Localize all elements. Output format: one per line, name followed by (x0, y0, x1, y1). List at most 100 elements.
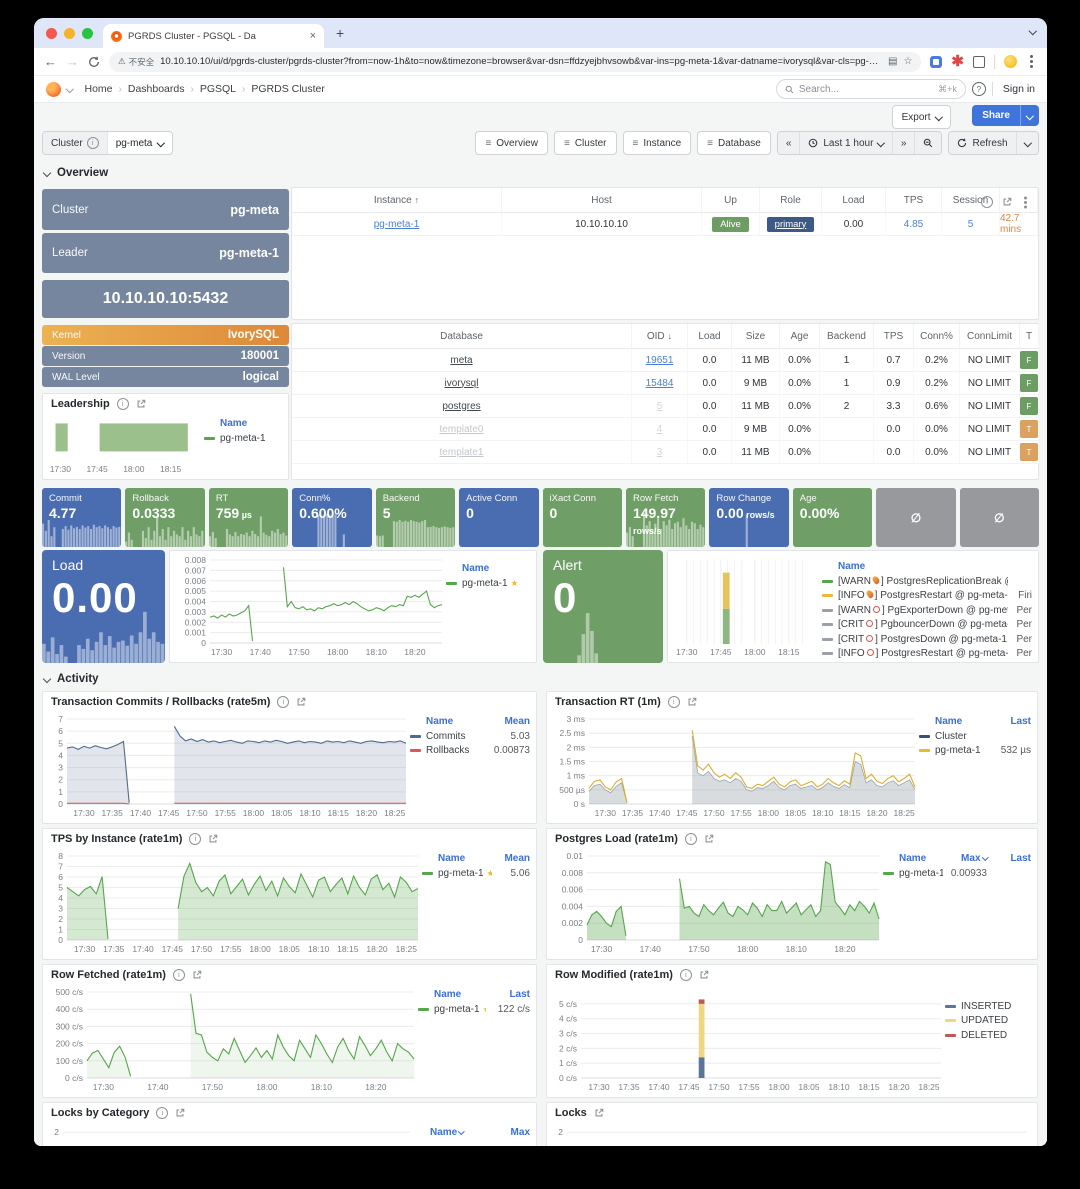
translate-icon[interactable]: ▤ (888, 56, 898, 67)
time-shift-forward-button[interactable]: » (892, 132, 916, 154)
profile-avatar[interactable] (1004, 55, 1017, 68)
external-link-icon[interactable] (296, 697, 306, 707)
alert-stat-panel[interactable]: Alert 0 (543, 550, 663, 663)
close-window-button[interactable] (46, 27, 57, 39)
share-button[interactable]: Share (972, 105, 1020, 126)
oid-link[interactable]: 4 (632, 418, 688, 441)
commits-legend[interactable]: Name Mean Commits 5.03 Rollbacks 0.00873 (410, 714, 530, 819)
browser-tab[interactable]: PGRDS Cluster - PGSQL - Da × (103, 24, 324, 48)
legend-item[interactable]: pg-meta-1 532 µs (919, 744, 1031, 759)
column-header[interactable]: Age (780, 324, 820, 349)
kernel-tile[interactable]: Kernel IvorySQL (42, 325, 289, 345)
address-tile[interactable]: 10.10.10.10:5432 (42, 280, 289, 318)
forward-icon[interactable]: → (66, 54, 79, 69)
breadcrumb-item[interactable]: Home (84, 83, 113, 95)
oid-link[interactable]: 15484 (632, 372, 688, 395)
column-header[interactable]: Host (502, 188, 702, 213)
sign-in-button[interactable]: Sign in (1002, 83, 1035, 95)
not-secure-badge[interactable]: ⚠ 不安全 (118, 56, 155, 67)
load-chart[interactable]: 0 0.001 0.002 0.003 0.004 0.005 0.006 0.007 0.00… (176, 555, 446, 658)
legend-item[interactable]: [INFO] PostgresRestart @ pg-meta-1 Firi (822, 589, 1032, 604)
export-button[interactable]: Export (891, 105, 951, 129)
grafana-logo[interactable] (46, 81, 61, 97)
stat-backend[interactable]: Backend 5 (375, 488, 456, 547)
info-icon[interactable]: i (981, 196, 993, 208)
dashboard-link-cluster[interactable]: ≡ Cluster (553, 131, 617, 155)
rowmod-legend[interactable]: INSERTED UPDATED DELETED (945, 987, 1031, 1093)
stat-active-conn[interactable]: Active Conn 0 (459, 488, 539, 547)
zoom-out-button[interactable] (915, 132, 942, 154)
column-header[interactable]: Size (732, 324, 780, 349)
extension-icon-asterisk[interactable]: ✱ (951, 52, 964, 70)
external-link-icon[interactable] (687, 697, 697, 707)
legend-item[interactable]: pg-meta-1 0.00933 (883, 866, 1031, 881)
database-link[interactable]: ivorysql (292, 372, 632, 395)
breadcrumb-item[interactable]: PGSQL (199, 83, 237, 95)
reload-icon[interactable] (88, 56, 100, 68)
zoom-window-button[interactable] (82, 27, 93, 39)
section-overview[interactable]: Overview (42, 167, 108, 179)
external-link-icon[interactable] (208, 834, 218, 844)
info-icon[interactable]: i (684, 833, 697, 845)
search-input[interactable]: Search... ⌘+k (775, 79, 966, 99)
legend-item[interactable]: [CRIT] PostgresDown @ pg-meta-1 Per (822, 632, 1032, 647)
legend-item[interactable]: [INFO] PostgresRestart @ pg-meta-1 Per (822, 647, 1032, 658)
external-link-icon[interactable] (136, 399, 146, 409)
info-icon[interactable]: i (189, 833, 202, 845)
info-icon[interactable]: i (679, 969, 692, 981)
legend-item[interactable]: Rollbacks 0.00873 (410, 744, 530, 759)
oid-link[interactable]: 19651 (632, 349, 688, 372)
legend-item[interactable]: pg-meta-1 ★ 5.06 (422, 866, 530, 881)
breadcrumb-item[interactable]: Dashboards (127, 83, 185, 95)
column-header[interactable]: T (1020, 324, 1039, 349)
external-link-icon[interactable] (594, 1108, 604, 1118)
legend-item[interactable]: pg-meta-1 ★ (446, 576, 530, 591)
stat-empty[interactable]: ∅ (959, 488, 1040, 547)
rowmod-chart[interactable]: 0 c/s 1 c/s 2 c/s 3 c/s 4 c/s 5 c/s 17:30 17:35… (553, 987, 945, 1093)
stat-commit[interactable]: Commit 4.77 (42, 488, 122, 547)
legend-item[interactable]: [WARN] PostgresReplicationBreak @ pg-met… (822, 574, 1032, 589)
column-header[interactable]: Up (702, 188, 760, 213)
load-stat-panel[interactable]: Load 0.00 (42, 550, 165, 663)
oid-link[interactable]: 5 (632, 395, 688, 418)
column-header[interactable]: TPS (874, 324, 914, 349)
legend-item[interactable]: [CRIT] PgbouncerDown @ pg-meta-1 Per (822, 618, 1032, 633)
tps-legend[interactable]: Name Mean pg-meta-1 ★ 5.06 (422, 851, 530, 955)
close-tab-icon[interactable]: × (309, 30, 316, 42)
locks-by-category-chart[interactable]: 2 (49, 1125, 414, 1143)
wal-level-tile[interactable]: WAL Level logical (42, 367, 289, 387)
time-shift-back-button[interactable]: « (777, 132, 801, 154)
column-header[interactable]: OID ↓ (632, 324, 688, 349)
database-link[interactable]: template0 (292, 418, 632, 441)
load-legend[interactable]: Name pg-meta-1 ★ (446, 555, 530, 658)
help-icon[interactable]: ? (971, 82, 986, 96)
info-icon[interactable]: i (116, 398, 129, 410)
org-switcher-chevron-icon[interactable] (65, 85, 74, 93)
legend-item[interactable]: Commits 5.03 (410, 729, 530, 744)
database-link[interactable]: meta (292, 349, 632, 372)
column-header[interactable]: Role (760, 188, 822, 213)
tps-chart[interactable]: 0 1 2 3 4 5 6 7 8 17:30 17:35 17:40 17:45 17:50 17:55 1… (49, 851, 422, 955)
external-link-icon[interactable] (175, 1108, 185, 1118)
legend-item[interactable]: INSERTED (945, 999, 1031, 1014)
commits-chart[interactable]: 0 1 2 3 4 5 6 7 17:30 17:35 17:40 17:45 17:50 17:55 18… (49, 714, 410, 819)
url-bar[interactable]: ⚠ 不安全 10.10.10.10/ui/d/pgrds-cluster/pgr… (109, 51, 922, 72)
minimize-window-button[interactable] (64, 27, 75, 39)
rt-legend[interactable]: Name Last Cluster pg-meta-1 532 µs (919, 714, 1031, 819)
external-link-icon[interactable] (704, 834, 714, 844)
extensions-puzzle-icon[interactable] (973, 55, 985, 68)
panel-menu-icon[interactable] (1024, 200, 1027, 204)
leadership-chart[interactable]: 17:30 17:45 18:00 18:15 (49, 416, 204, 475)
stat-age[interactable]: Age 0.00% (792, 488, 873, 547)
browser-menu-icon[interactable] (1030, 60, 1033, 63)
column-header[interactable]: TPS (886, 188, 942, 213)
info-icon[interactable]: i (156, 1107, 169, 1119)
column-header[interactable]: Load (822, 188, 886, 213)
column-header[interactable]: Session (942, 188, 1000, 213)
pgload-legend[interactable]: Name Max Last pg-meta-1 0.00933 (883, 851, 1031, 955)
locks-chart[interactable]: 2 (553, 1125, 1031, 1143)
stat-empty[interactable]: ∅ (876, 488, 956, 547)
pgload-chart[interactable]: 0 0.002 0.004 0.006 0.008 0.01 17:30 17:40 17:50… (553, 851, 883, 955)
dashboard-link-database[interactable]: ≡ Database (697, 131, 771, 155)
